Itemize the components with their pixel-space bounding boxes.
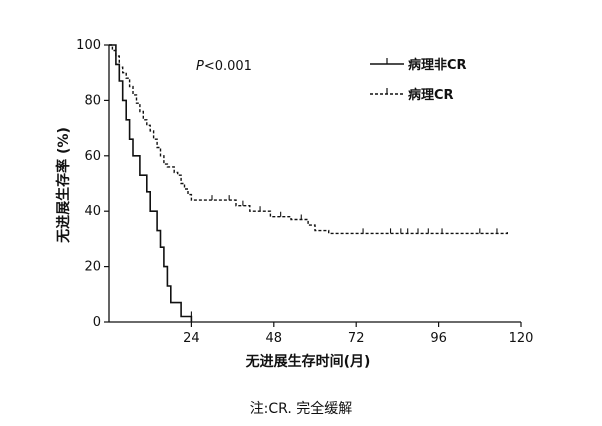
y-tick-label: 60 xyxy=(84,149,101,164)
ticks: 0 20 40 60 80 100 24 48 72 96 120 xyxy=(76,38,533,346)
series-line-1 xyxy=(109,44,508,235)
legend: 病理非CR 病理CR xyxy=(370,57,467,103)
p-value: <0.001 xyxy=(204,59,252,74)
x-tick-label: 120 xyxy=(509,331,534,346)
series-line-0 xyxy=(109,44,193,322)
p-value-annotation: P<0.001 xyxy=(196,59,252,74)
x-tick-label: 24 xyxy=(183,331,200,346)
y-tick-label: 100 xyxy=(76,38,101,53)
y-axis-title: 无进展生存率 (%) xyxy=(55,127,72,244)
x-tick-label: 48 xyxy=(266,331,283,346)
legend-label-cr: 病理CR xyxy=(408,87,454,103)
y-tick-label: 0 xyxy=(93,315,101,330)
legend-label-non-cr: 病理非CR xyxy=(408,57,467,73)
x-axis-title: 无进展生存时间(月) xyxy=(245,353,371,370)
y-tick-label: 80 xyxy=(84,93,101,108)
x-tick-label: 96 xyxy=(430,331,447,346)
series-layer xyxy=(109,44,508,322)
axes xyxy=(108,45,521,323)
y-tick-label: 20 xyxy=(84,260,101,275)
footnote: 注:CR. 完全缓解 xyxy=(250,400,353,417)
y-tick-label: 40 xyxy=(84,204,101,219)
p-symbol: P xyxy=(196,59,204,74)
x-tick-label: 72 xyxy=(348,331,365,346)
